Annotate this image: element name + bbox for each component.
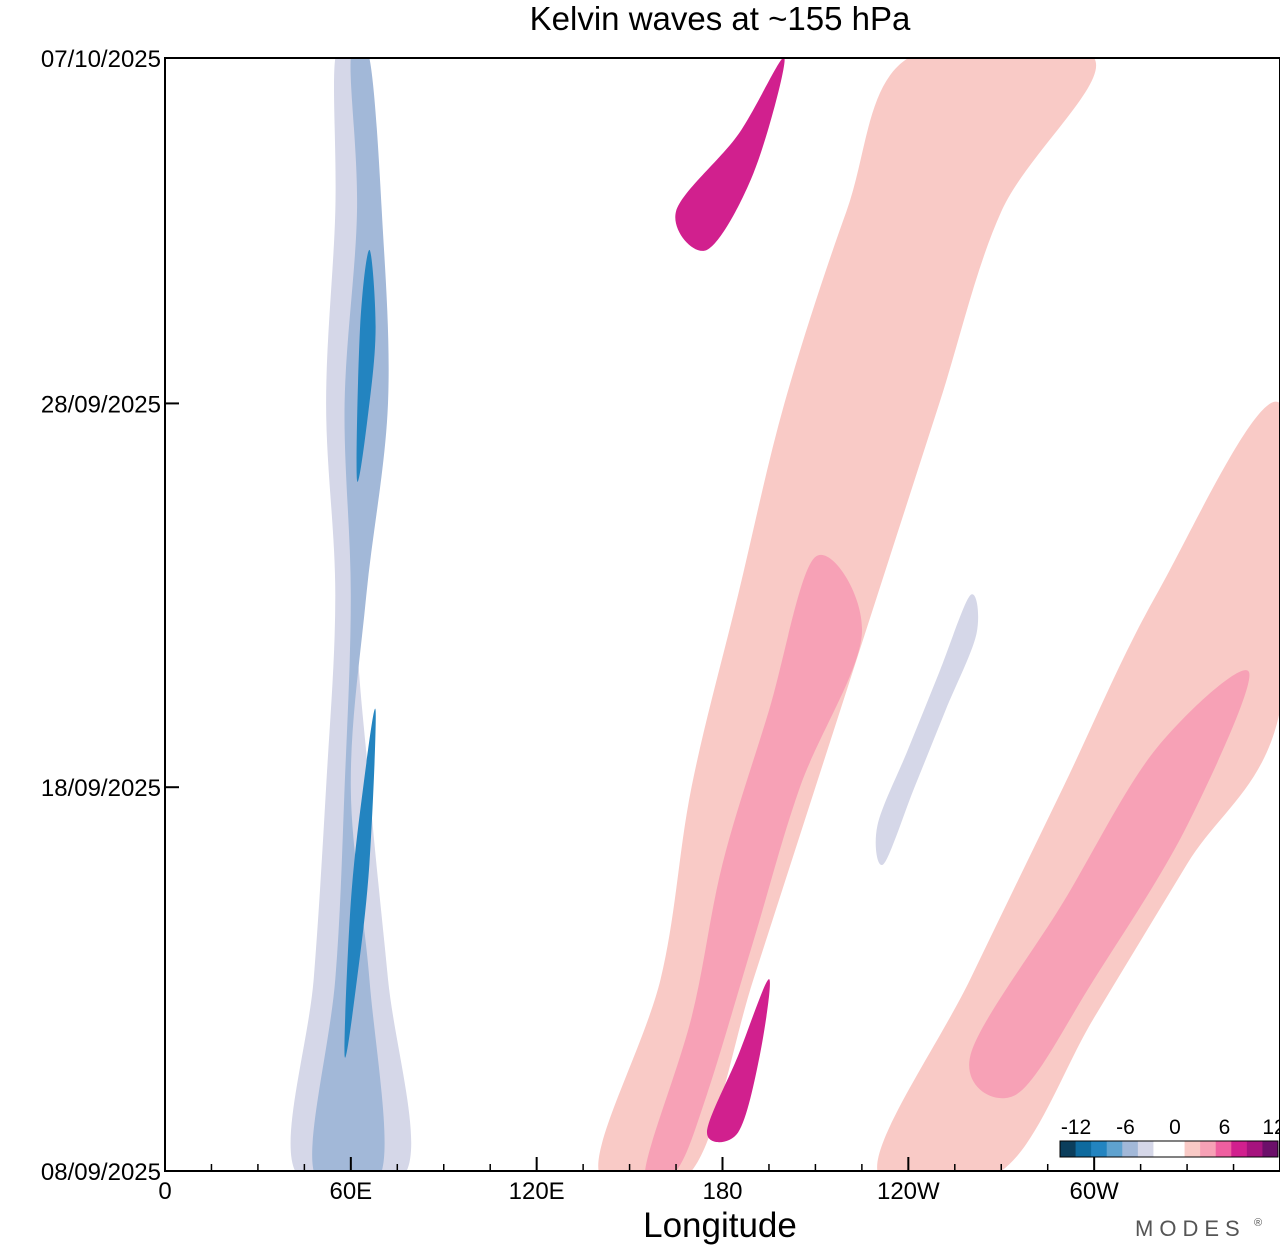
x-tick-label: 60W — [1069, 1178, 1119, 1205]
modes-logo: MODES ® — [1135, 1216, 1262, 1241]
y-axis: 08/09/2025 18/09/2025 28/09/2025 07/10/2025 — [41, 46, 179, 1186]
positive-band-pac-2 — [645, 554, 862, 1171]
x-tick-label: 120W — [877, 1178, 940, 1205]
negative-band-west — [165, 403, 197, 1171]
colorbar-label: -6 — [1116, 1116, 1135, 1139]
colorbar-swatch — [1169, 1141, 1186, 1157]
colorbar-swatch — [1262, 1141, 1279, 1157]
y-tick-label: 28/09/2025 — [41, 391, 161, 418]
chart-title: Kelvin waves at ~155 hPa — [530, 0, 911, 37]
contour-bands — [165, 58, 1280, 1171]
colorbar-swatch — [1122, 1141, 1139, 1157]
positive-band-pac-5 — [969, 670, 1250, 1099]
colorbar-swatch — [1246, 1141, 1263, 1157]
colorbar-label: -12 — [1061, 1116, 1091, 1139]
colorbar-label: 6 — [1219, 1116, 1231, 1139]
x-tick-label: 0 — [158, 1178, 171, 1205]
colorbar-swatch — [1137, 1141, 1154, 1157]
colorbar-swatch — [1231, 1141, 1248, 1157]
positive-band-pac-3 — [707, 979, 770, 1143]
svg-text:MODES: MODES — [1135, 1216, 1246, 1241]
x-axis-label: Longitude — [643, 1206, 797, 1245]
colorbar-swatch — [1153, 1141, 1170, 1157]
positive-band-pac-4 — [877, 401, 1280, 1171]
colorbar-label: 12 — [1262, 1116, 1280, 1139]
x-tick-label: 120E — [509, 1178, 565, 1205]
svg-text:®: ® — [1254, 1217, 1262, 1229]
colorbar-label: 0 — [1169, 1116, 1181, 1139]
colorbar-swatch — [1075, 1141, 1092, 1157]
y-tick-label: 18/09/2025 — [41, 775, 161, 802]
colorbar-swatch — [1106, 1141, 1123, 1157]
colorbar-swatch — [1091, 1141, 1108, 1157]
negative-band-indian-4 — [344, 708, 376, 1058]
colorbar-swatch — [1060, 1141, 1077, 1157]
y-tick-label: 07/10/2025 — [41, 46, 161, 73]
colorbar: -12 -6 0 6 12 — [1059, 1116, 1280, 1158]
plot-area — [165, 58, 1280, 1171]
x-tick-label: 180 — [702, 1178, 742, 1205]
colorbar-swatch — [1200, 1141, 1217, 1157]
x-tick-label: 60E — [329, 1178, 372, 1205]
colorbar-swatch — [1215, 1141, 1232, 1157]
colorbar-swatch — [1184, 1141, 1201, 1157]
negative-band-indian-5 — [356, 249, 376, 482]
positive-band-north — [675, 58, 785, 251]
x-axis: 0 60E 120E 180 120W 60W — [158, 1157, 1235, 1205]
colorbar-frame — [1059, 1140, 1279, 1158]
y-tick-label: 08/09/2025 — [41, 1159, 161, 1186]
negative-band-eastpac — [875, 594, 979, 866]
